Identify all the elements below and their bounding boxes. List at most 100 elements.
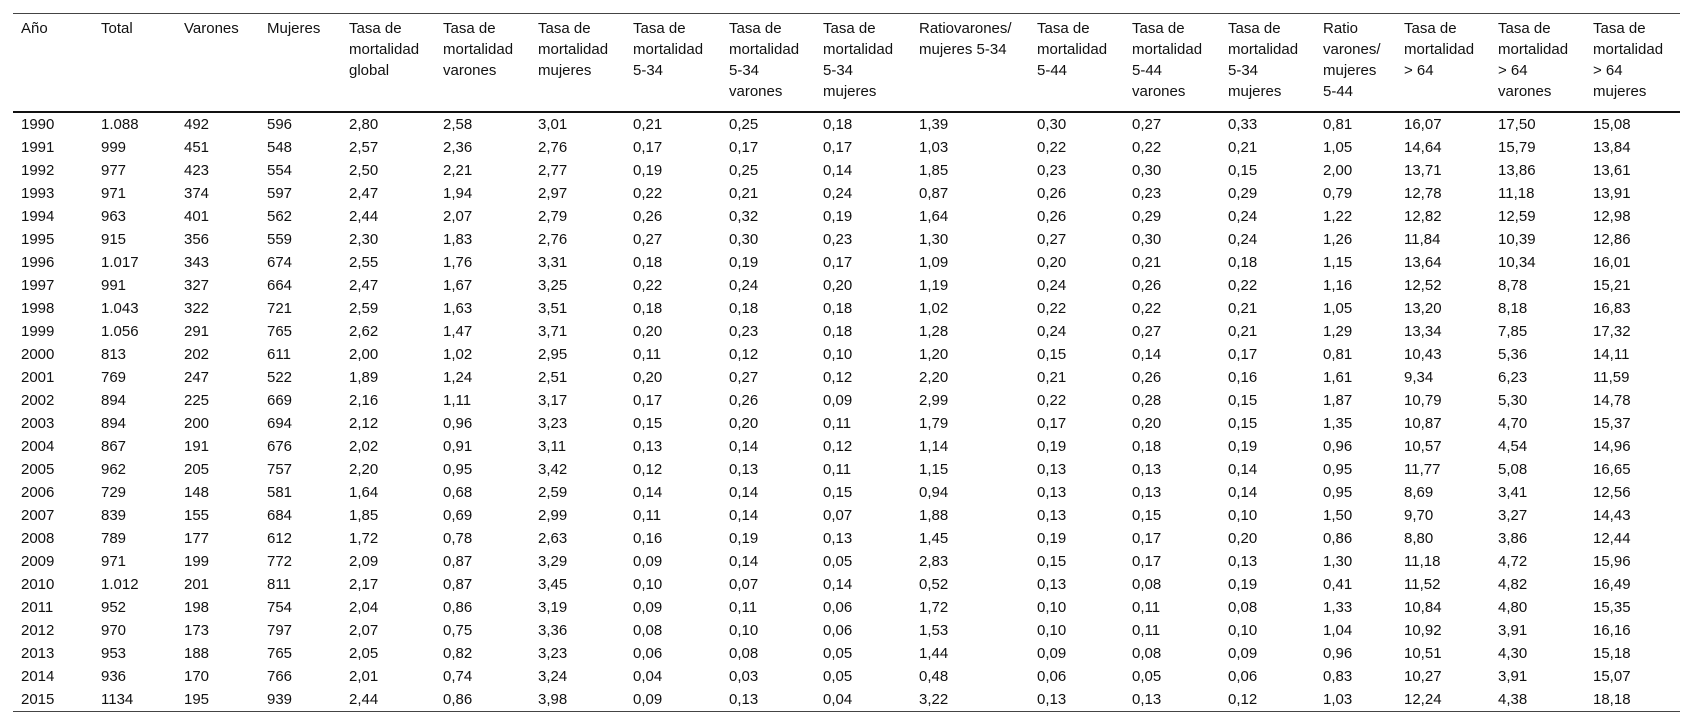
table-cell: 684 [267, 507, 293, 524]
table-cell: 0,13 [1228, 553, 1258, 570]
table-cell: 559 [267, 231, 293, 248]
table-cell: 2,21 [443, 162, 473, 179]
table-cell: 15,21 [1593, 277, 1631, 294]
table-cell: 2,47 [349, 185, 379, 202]
table-cell: 0,22 [633, 185, 663, 202]
table-row: 1993 971 374 597 2,47 1,94 2,97 0,22 0,21 0,24 0,8… [13, 182, 1680, 205]
table-cell: 1,14 [919, 438, 949, 455]
table-cell: 1,39 [919, 116, 949, 133]
table-cell: 0,22 [1037, 300, 1067, 317]
column-header: Tasa de mortalidad 5-34 mujeres [1228, 20, 1299, 100]
table-cell: 991 [101, 277, 127, 294]
table-cell: 3,19 [538, 599, 568, 616]
table-cell: 3,98 [538, 691, 568, 708]
table-cell: 1,04 [1323, 622, 1353, 639]
table-cell: 13,20 [1404, 300, 1442, 317]
table-cell: 554 [267, 162, 293, 179]
table-cell: 0,32 [729, 208, 759, 225]
table-cell: 669 [267, 392, 293, 409]
table-cell: 0,11 [1132, 622, 1161, 639]
table-cell: 0,14 [1132, 346, 1162, 363]
table-cell: 0,19 [1037, 530, 1067, 547]
table-cell: 3,36 [538, 622, 568, 639]
table-cell: 962 [101, 461, 127, 478]
table-cell: 0,87 [443, 553, 473, 570]
column-header: Total [101, 20, 133, 37]
table-cell: 1,53 [919, 622, 949, 639]
table-cell: 0,27 [1132, 323, 1162, 340]
table-cell: 0,21 [633, 116, 663, 133]
table-cell: 205 [184, 461, 210, 478]
table-cell: 0,17 [1132, 530, 1162, 547]
table-cell: 1998 [21, 300, 55, 317]
table-cell: 963 [101, 208, 127, 225]
table-cell: 1,61 [1323, 369, 1353, 386]
column-header: Tasa de mortalidad 5-34 varones [729, 20, 800, 100]
table-cell: 0,15 [633, 415, 663, 432]
table-cell: 3,45 [538, 576, 568, 593]
table-cell: 177 [184, 530, 210, 547]
table-cell: 10,51 [1404, 645, 1442, 662]
table-row: 1995 915 356 559 2,30 1,83 2,76 0,27 0,30 0,23 1,3… [13, 228, 1680, 251]
table-cell: 9,70 [1404, 507, 1434, 524]
table-cell: 676 [267, 438, 293, 455]
table-cell: 17,32 [1593, 323, 1631, 340]
table-cell: 1,20 [919, 346, 949, 363]
table-cell: 17,50 [1498, 116, 1536, 133]
table-cell: 0,24 [1037, 277, 1067, 294]
table-cell: 0,10 [1037, 622, 1067, 639]
table-cell: 291 [184, 323, 210, 340]
table-cell: 13,61 [1593, 162, 1631, 179]
table-cell: 3,25 [538, 277, 568, 294]
table-cell: 1992 [21, 162, 55, 179]
table-cell: 0,26 [729, 392, 759, 409]
table-cell: 0,10 [1228, 622, 1258, 639]
table-cell: 3,11 [538, 438, 567, 455]
table-cell: 0,12 [823, 438, 853, 455]
table-cell: 1,85 [349, 507, 379, 524]
table-cell: 10,84 [1404, 599, 1442, 616]
table-cell: 2003 [21, 415, 55, 432]
table-cell: 2,00 [349, 346, 379, 363]
table-cell: 0,12 [729, 346, 759, 363]
table-cell: 0,15 [1037, 553, 1067, 570]
table-cell: 0,14 [633, 484, 663, 501]
table-cell: 0,17 [729, 139, 759, 156]
table-cell: 0,07 [823, 507, 853, 524]
table-cell: 0,16 [633, 530, 663, 547]
table-cell: 0,21 [1228, 139, 1258, 156]
table-cell: 3,42 [538, 461, 568, 478]
table-row: 2007 839 155 684 1,85 0,69 2,99 0,11 0,14 0,07 1,8… [13, 504, 1680, 527]
column-header: Tasa de mortalidad > 64 mujeres [1593, 20, 1664, 100]
table-cell: 4,38 [1498, 691, 1528, 708]
table-cell: 14,64 [1404, 139, 1442, 156]
table-cell: 1,67 [443, 277, 473, 294]
table-cell: 4,80 [1498, 599, 1528, 616]
table-cell: 612 [267, 530, 293, 547]
table-cell: 581 [267, 484, 293, 501]
table-cell: 0,81 [1323, 346, 1353, 363]
table-cell: 2011 [21, 599, 54, 616]
table-cell: 12,86 [1593, 231, 1631, 248]
table-cell: 1,16 [1323, 277, 1353, 294]
column-header: Tasa de mortalidad 5-34 [633, 20, 704, 79]
table-cell: 2,47 [349, 277, 379, 294]
table-cell: 813 [101, 346, 127, 363]
table-cell: 0,20 [1037, 254, 1067, 271]
table-cell: 2,00 [1323, 162, 1353, 179]
table-cell: 0,10 [1228, 507, 1258, 524]
table-cell: 2,79 [538, 208, 568, 225]
table-cell: 1,50 [1323, 507, 1353, 524]
table-cell: 8,80 [1404, 530, 1434, 547]
table-cell: 10,34 [1498, 254, 1536, 271]
table-cell: 1,22 [1323, 208, 1353, 225]
table-cell: 2015 [21, 691, 55, 708]
table-cell: 1,24 [443, 369, 473, 386]
table-cell: 0,14 [729, 438, 759, 455]
table-cell: 492 [184, 116, 210, 133]
table-cell: 0,91 [443, 438, 473, 455]
table-cell: 2,02 [349, 438, 379, 455]
table-cell: 0,25 [729, 162, 759, 179]
table-cell: 199 [184, 553, 210, 570]
